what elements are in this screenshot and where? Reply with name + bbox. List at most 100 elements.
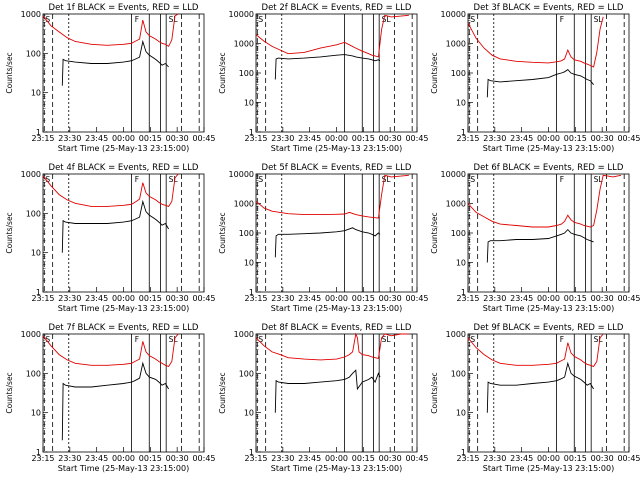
y-tick-label: 10000 (229, 170, 254, 179)
x-tick-label: 00:15 (352, 294, 375, 303)
series-lld (42, 173, 179, 207)
x-tick-label: 23:15 (456, 134, 479, 143)
marker-s: S (45, 335, 50, 344)
x-tick-label: 00:30 (379, 294, 402, 303)
x-tick-label: 23:30 (58, 294, 81, 303)
plot-frame (42, 13, 205, 133)
x-tick-label: 00:00 (112, 454, 135, 463)
x-tick-label: 23:30 (483, 294, 506, 303)
x-tick-label: 23:15 (31, 134, 54, 143)
panel-title: Det 9f BLACK = Events, RED = LLD (474, 323, 624, 333)
y-tick-label: 10000 (441, 10, 466, 19)
plot-frame (467, 13, 630, 133)
x-tick-label: 00:00 (325, 294, 348, 303)
x-tick-label: 23:45 (85, 134, 108, 143)
x-axis-label: Start Time (25-May-13 23:15:00) (58, 304, 189, 313)
x-tick-label: 00:45 (405, 454, 428, 463)
y-tick-label: 1000 (446, 200, 466, 209)
series-lld (255, 174, 409, 219)
panel-title: Det 1f BLACK = Events, RED = LLD (49, 3, 199, 13)
y-tick-label: 1000 (21, 170, 41, 179)
x-tick-label: 23:45 (298, 294, 321, 303)
y-axis-label: Counts/sec (218, 52, 227, 93)
y-tick-label: 10 (31, 409, 41, 418)
x-tick-label: 23:30 (483, 454, 506, 463)
x-axis-label: Start Time (25-May-13 23:15:00) (271, 304, 402, 313)
y-tick-label: 10 (31, 249, 41, 258)
x-tick-label: 00:00 (537, 134, 560, 143)
y-tick-label: 1 (461, 448, 466, 457)
y-tick-label: 10 (31, 89, 41, 98)
panel-2: Det 2f BLACK = Events, RED = LLD 1 10 100 10… (218, 3, 429, 153)
x-tick-label: 00:15 (139, 454, 162, 463)
y-tick-label: 10000 (441, 170, 466, 179)
plot-frame (42, 173, 205, 293)
y-tick-label: 1 (461, 128, 466, 137)
x-tick-label: 00:15 (352, 134, 375, 143)
x-tick-label: 00:00 (537, 294, 560, 303)
x-tick-label: 00:30 (166, 294, 189, 303)
y-tick-label: 100 (26, 49, 41, 58)
panel-7: Det 7f BLACK = Events, RED = LLD 1 10 100 10… (5, 323, 216, 473)
y-tick-label: 1000 (446, 40, 466, 49)
x-tick-label: 23:15 (244, 454, 267, 463)
x-tick-label: 00:15 (564, 294, 587, 303)
panel-4: Det 4f BLACK = Events, RED = LLD 1 10 100 10… (5, 163, 216, 313)
marker-f: F (560, 335, 564, 344)
x-tick-label: 23:15 (31, 454, 54, 463)
marker-s: S (470, 175, 475, 184)
y-tick-label: 1 (249, 288, 254, 297)
marker-sl: SL (382, 175, 392, 184)
x-axis-label: Start Time (25-May-13 23:15:00) (58, 144, 189, 153)
y-tick-label: 100 (26, 209, 41, 218)
x-tick-label: 00:00 (537, 454, 560, 463)
marker-sl: SL (594, 175, 604, 184)
series-events (61, 361, 169, 441)
series-lld (467, 16, 604, 68)
x-tick-label: 00:30 (591, 134, 614, 143)
marker-s: S (45, 15, 50, 24)
panel-title: Det 8f BLACK = Events, RED = LLD (262, 323, 412, 333)
marker-f: F (135, 335, 139, 344)
series-events (486, 69, 594, 98)
x-tick-label: 23:15 (456, 294, 479, 303)
x-tick-label: 23:45 (510, 134, 533, 143)
x-tick-label: 00:00 (112, 134, 135, 143)
panel-5: Det 5f BLACK = Events, RED = LLD 1 10 100 10… (218, 163, 429, 313)
marker-s: S (470, 335, 475, 344)
y-tick-label: 1 (36, 448, 41, 457)
y-tick-label: 100 (26, 369, 41, 378)
y-axis-label: Counts/sec (430, 372, 439, 413)
x-axis-label: Start Time (25-May-13 23:15:00) (483, 464, 614, 473)
x-tick-label: 23:15 (244, 134, 267, 143)
y-axis-label: Counts/sec (430, 212, 439, 253)
x-tick-label: 23:45 (85, 454, 108, 463)
x-tick-label: 00:45 (617, 454, 640, 463)
x-tick-label: 00:15 (564, 134, 587, 143)
x-tick-label: 23:45 (298, 134, 321, 143)
series-events (274, 227, 381, 258)
x-tick-label: 00:45 (192, 294, 215, 303)
y-tick-label: 100 (451, 229, 466, 238)
y-tick-label: 1000 (234, 330, 254, 339)
x-tick-label: 00:15 (564, 454, 587, 463)
x-tick-label: 23:30 (271, 294, 294, 303)
y-tick-label: 100 (239, 229, 254, 238)
x-tick-label: 23:30 (483, 134, 506, 143)
series-events (274, 369, 381, 413)
panel-8: Det 8f BLACK = Events, RED = LLD 1 10 100 10… (218, 323, 429, 473)
x-tick-label: 00:30 (379, 134, 402, 143)
y-tick-label: 1000 (234, 40, 254, 49)
marker-s: S (258, 15, 263, 24)
marker-f: F (135, 175, 139, 184)
x-tick-label: 00:45 (192, 134, 215, 143)
x-tick-label: 00:30 (591, 454, 614, 463)
marker-sl: SL (594, 15, 604, 24)
plot-frame (255, 173, 418, 293)
panel-title: Det 5f BLACK = Events, RED = LLD (262, 163, 412, 173)
series-events (61, 199, 169, 253)
plot-frame (255, 333, 418, 453)
series-events (486, 228, 594, 263)
x-tick-label: 00:30 (166, 454, 189, 463)
